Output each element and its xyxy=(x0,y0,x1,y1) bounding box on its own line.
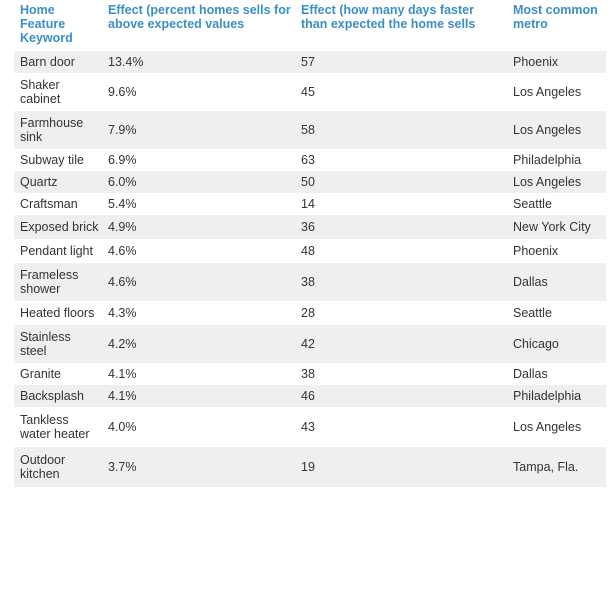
cell-effect-percent: 4.0% xyxy=(102,407,295,447)
cell-metro: Dallas xyxy=(507,263,606,301)
cell-feature: Tankless water heater xyxy=(14,407,102,447)
cell-metro: Dallas xyxy=(507,363,606,385)
cell-metro: Chicago xyxy=(507,325,606,363)
cell-metro: Los Angeles xyxy=(507,171,606,193)
header-row: Home Feature Keyword Effect (percent hom… xyxy=(14,3,606,51)
cell-effect-percent: 7.9% xyxy=(102,111,295,149)
cell-effect-percent: 13.4% xyxy=(102,51,295,73)
header-effect-days: Effect (how many days faster than expect… xyxy=(301,3,476,31)
cell-effect-percent: 4.3% xyxy=(102,301,295,325)
table-row: Pendant light 4.6% 48 Phoenix xyxy=(14,239,606,263)
table-row: Frameless shower 4.6% 38 Dallas xyxy=(14,263,606,301)
header-feature: Home Feature Keyword xyxy=(20,3,73,45)
cell-effect-percent: 4.1% xyxy=(102,385,295,407)
cell-feature: Barn door xyxy=(14,51,102,73)
table-body: Barn door 13.4% 57 Phoenix Shaker cabinet 9.6… xyxy=(14,51,606,487)
table-row: Tankless water heater 4.0% 43 Los Angeles xyxy=(14,407,606,447)
cell-metro: Philadelphia xyxy=(507,149,606,171)
cell-effect-percent: 9.6% xyxy=(102,73,295,111)
cell-effect-days: 46 xyxy=(295,385,507,407)
cell-metro: Los Angeles xyxy=(507,407,606,447)
table-header: Home Feature Keyword Effect (percent hom… xyxy=(14,3,606,51)
cell-feature: Quartz xyxy=(14,171,102,193)
cell-metro: Phoenix xyxy=(507,239,606,263)
table-row: Stainless steel 4.2% 42 Chicago xyxy=(14,325,606,363)
cell-metro: New York City xyxy=(507,215,606,239)
table-row: Outdoor kitchen 3.7% 19 Tampa, Fla. xyxy=(14,447,606,487)
cell-effect-days: 14 xyxy=(295,193,507,215)
table-row: Quartz 6.0% 50 Los Angeles xyxy=(14,171,606,193)
cell-feature: Craftsman xyxy=(14,193,102,215)
header-metro: Most common metro xyxy=(513,3,598,31)
cell-effect-days: 45 xyxy=(295,73,507,111)
table-row: Craftsman 5.4% 14 Seattle xyxy=(14,193,606,215)
home-features-table-container: Home Feature Keyword Effect (percent hom… xyxy=(14,0,606,487)
cell-effect-days: 57 xyxy=(295,51,507,73)
cell-effect-days: 48 xyxy=(295,239,507,263)
table-row: Subway tile 6.9% 63 Philadelphia xyxy=(14,149,606,171)
table-row: Granite 4.1% 38 Dallas xyxy=(14,363,606,385)
cell-feature: Shaker cabinet xyxy=(14,73,102,111)
cell-metro: Los Angeles xyxy=(507,111,606,149)
cell-effect-days: 28 xyxy=(295,301,507,325)
cell-feature: Farmhouse sink xyxy=(14,111,102,149)
cell-effect-percent: 5.4% xyxy=(102,193,295,215)
cell-effect-percent: 6.9% xyxy=(102,149,295,171)
cell-feature: Subway tile xyxy=(14,149,102,171)
cell-effect-days: 19 xyxy=(295,447,507,487)
header-effect-percent: Effect (percent homes sells for above ex… xyxy=(108,3,291,31)
cell-effect-percent: 3.7% xyxy=(102,447,295,487)
cell-effect-days: 50 xyxy=(295,171,507,193)
cell-metro: Seattle xyxy=(507,301,606,325)
cell-metro: Tampa, Fla. xyxy=(507,447,606,487)
cell-feature: Pendant light xyxy=(14,239,102,263)
cell-metro: Seattle xyxy=(507,193,606,215)
cell-feature: Backsplash xyxy=(14,385,102,407)
cell-feature: Exposed brick xyxy=(14,215,102,239)
cell-effect-days: 43 xyxy=(295,407,507,447)
cell-effect-percent: 4.1% xyxy=(102,363,295,385)
cell-effect-days: 38 xyxy=(295,263,507,301)
table-row: Farmhouse sink 7.9% 58 Los Angeles xyxy=(14,111,606,149)
cell-effect-percent: 6.0% xyxy=(102,171,295,193)
table-row: Heated floors 4.3% 28 Seattle xyxy=(14,301,606,325)
cell-metro: Los Angeles xyxy=(507,73,606,111)
table-row: Shaker cabinet 9.6% 45 Los Angeles xyxy=(14,73,606,111)
home-features-table: Home Feature Keyword Effect (percent hom… xyxy=(14,3,606,487)
table-row: Barn door 13.4% 57 Phoenix xyxy=(14,51,606,73)
cell-feature: Stainless steel xyxy=(14,325,102,363)
table-row: Backsplash 4.1% 46 Philadelphia xyxy=(14,385,606,407)
cell-effect-days: 58 xyxy=(295,111,507,149)
cell-metro: Philadelphia xyxy=(507,385,606,407)
cell-feature: Outdoor kitchen xyxy=(14,447,102,487)
cell-effect-days: 42 xyxy=(295,325,507,363)
cell-feature: Frameless shower xyxy=(14,263,102,301)
cell-effect-days: 63 xyxy=(295,149,507,171)
cell-effect-percent: 4.6% xyxy=(102,263,295,301)
cell-effect-days: 36 xyxy=(295,215,507,239)
cell-effect-days: 38 xyxy=(295,363,507,385)
cell-feature: Heated floors xyxy=(14,301,102,325)
cell-effect-percent: 4.2% xyxy=(102,325,295,363)
cell-effect-percent: 4.6% xyxy=(102,239,295,263)
cell-metro: Phoenix xyxy=(507,51,606,73)
table-row: Exposed brick 4.9% 36 New York City xyxy=(14,215,606,239)
cell-feature: Granite xyxy=(14,363,102,385)
cell-effect-percent: 4.9% xyxy=(102,215,295,239)
